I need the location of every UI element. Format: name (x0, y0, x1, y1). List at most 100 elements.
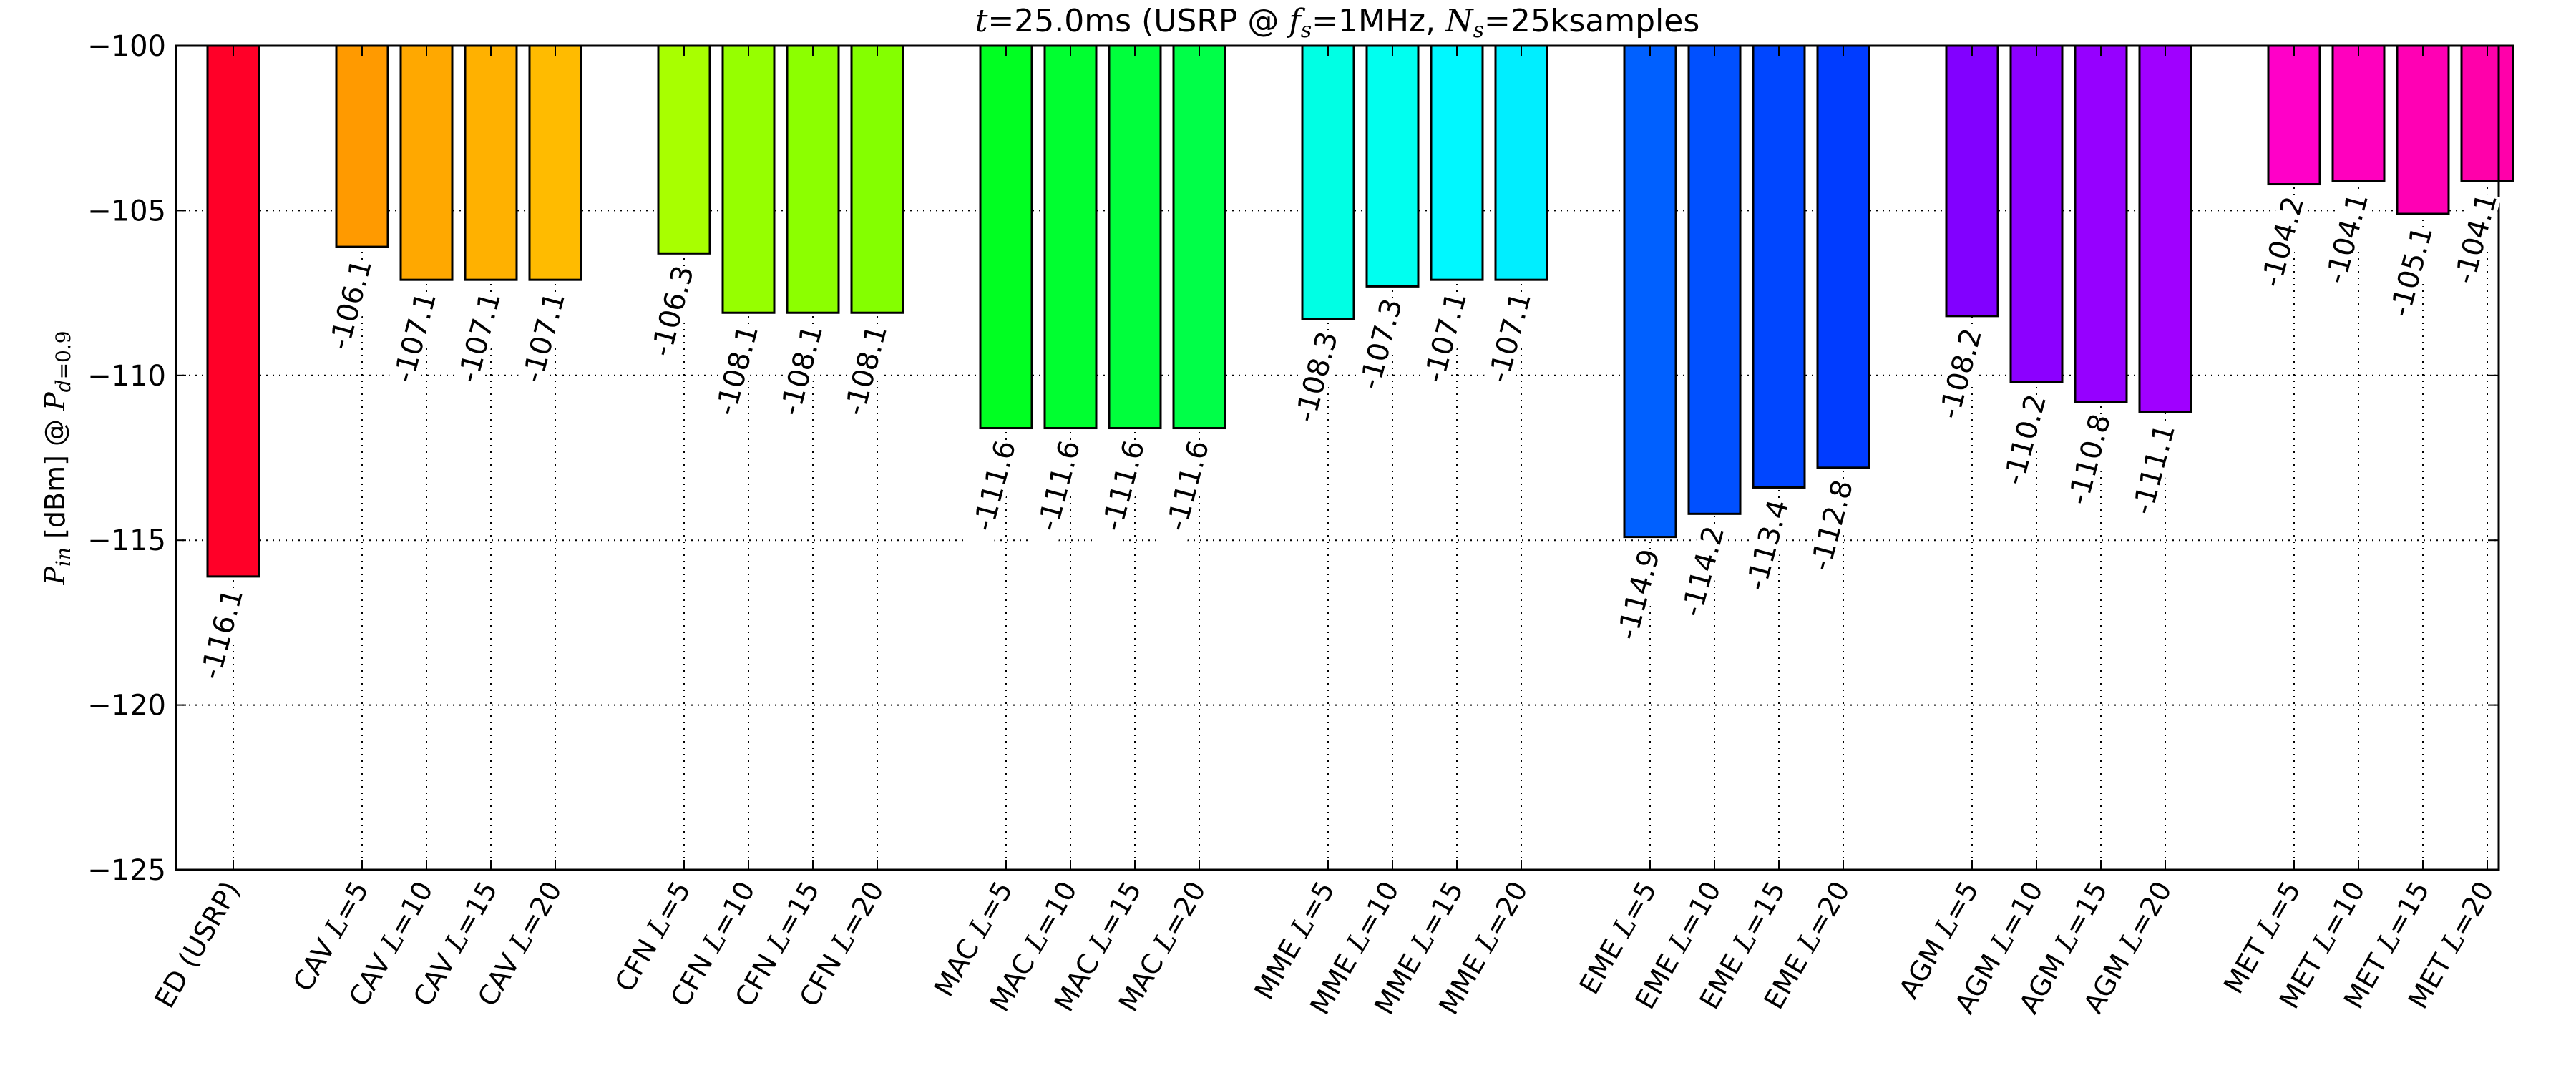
value-label-group: -107.1 (1415, 288, 1473, 401)
value-label: -111.6 (1031, 437, 1087, 534)
value-label: -106.3 (645, 263, 701, 360)
bar (1043, 44, 1098, 430)
value-label-bg (1608, 546, 1664, 657)
title-part: s (1301, 18, 1312, 43)
value-label: -104.2 (2255, 193, 2311, 290)
value-label-bg (706, 322, 763, 433)
value-label: -111.6 (967, 437, 1023, 534)
bar (1301, 44, 1355, 320)
ylabel-text: Pin [dBm] @ Pd=0.9 (39, 330, 75, 585)
value-label-group: -107.1 (384, 288, 443, 401)
value-label-bg (1737, 496, 1793, 608)
axes-frame (175, 44, 2500, 871)
value-label-group: -110.2 (1994, 391, 2053, 503)
value-label-bg (1093, 437, 1149, 549)
value-label: -108.3 (1289, 328, 1345, 426)
value-label-bg (1028, 437, 1085, 549)
value-label-group: -112.8 (1801, 476, 1860, 588)
title-part: ms (USRP @ (1084, 3, 1289, 39)
bar (1365, 44, 1420, 288)
value-label-group: -108.2 (1930, 325, 1989, 436)
value-label-group: -111.6 (1028, 437, 1087, 549)
value-label: -111.1 (2126, 421, 2182, 518)
title-part: MHz, (1358, 3, 1445, 39)
value-label-bg (449, 288, 505, 401)
value-label-bg (320, 255, 376, 368)
value-label-group: -108.1 (706, 322, 765, 433)
value-label-group: -107.1 (1479, 288, 1538, 401)
value-label-group: -116.1 (191, 585, 250, 697)
title-text: t=25.0ms (USRP @ fs=1MHz, Ns=25ksamples (975, 3, 1700, 43)
ylabel-rotate: Pin [dBm] @ Pd=0.9 (39, 330, 75, 585)
ylabel-part: P (39, 391, 71, 411)
value-label-group: -114.9 (1608, 546, 1667, 657)
value-label-group: -110.8 (2059, 411, 2117, 522)
cat-name: AGM (1893, 926, 1956, 1004)
bar (1752, 44, 1806, 489)
value-label: -107.3 (1353, 295, 1409, 393)
value-label-bg (964, 437, 1020, 549)
cat-name: AGM (1948, 941, 2011, 1019)
bar (2074, 44, 2128, 403)
value-label-bg (1479, 288, 1536, 401)
bar (1494, 44, 1548, 281)
bar (528, 44, 582, 281)
cat-name: MME (1368, 941, 1432, 1020)
title-part: s (1473, 18, 1484, 43)
value-label: -114.2 (1675, 523, 1731, 620)
bar (2138, 44, 2192, 413)
value-label-bg (1415, 288, 1471, 401)
value-label: -110.2 (1997, 391, 2053, 488)
title-part: =25.0 (987, 3, 1084, 39)
value-label: -107.1 (1418, 288, 1473, 386)
title-part: =25 (1484, 3, 1551, 39)
ylabel-part: =0.9 (52, 330, 75, 379)
cat-name: MAC (1048, 941, 1110, 1017)
value-label-group: -104.1 (2316, 190, 2375, 301)
ylabel-part: in (52, 547, 75, 567)
value-label: -114.9 (1611, 546, 1667, 643)
value-label-bg (513, 288, 570, 401)
value-label-bg (835, 322, 892, 433)
title-part: ksamples (1551, 3, 1699, 39)
value-label: -108.1 (774, 322, 829, 419)
bar (2460, 44, 2514, 182)
x-tick-label-group: ED (USRP) (149, 876, 246, 1014)
value-label: -113.4 (1740, 496, 1795, 594)
x-tick-label: ED (USRP) (149, 876, 246, 1014)
ylabel-part: P (39, 566, 71, 586)
value-label: -112.8 (1804, 476, 1860, 574)
bar (1430, 44, 1484, 281)
y-tick-label: −125 (87, 854, 166, 887)
value-label-group: -113.4 (1737, 496, 1795, 608)
value-label-group: -107.3 (1350, 295, 1409, 407)
value-label-group: -106.1 (320, 255, 379, 368)
bar (1687, 44, 1742, 515)
value-label-group: -105.1 (2381, 222, 2439, 335)
title-part: t (975, 3, 988, 39)
value-label-bg (2445, 190, 2502, 301)
value-label-group: -108.1 (771, 322, 829, 433)
bar (399, 44, 454, 281)
bar (1945, 44, 1999, 318)
cat-name: MME (1248, 926, 1312, 1005)
value-label-group: -111.1 (2123, 421, 2182, 532)
ylabel-part: d (52, 379, 75, 392)
value-label-group: -104.1 (2445, 190, 2504, 301)
value-label-bg (2059, 411, 2115, 522)
bar (2331, 44, 2386, 182)
value-label: -110.8 (2062, 411, 2117, 508)
bar (464, 44, 518, 281)
y-tick-label: −100 (87, 30, 166, 63)
ylabel-part: [dBm] @ (39, 411, 71, 547)
bar (1172, 44, 1226, 430)
bar (721, 44, 776, 314)
value-label-bg (2316, 190, 2373, 301)
bars (206, 44, 2514, 578)
chart-title: t=25.0ms (USRP @ fs=1MHz, Ns=25ksamples (975, 3, 1700, 43)
cat-name: MAC (1113, 941, 1174, 1017)
bar (335, 44, 389, 248)
value-label-bg (1801, 476, 1858, 588)
cat-name: MME (1304, 941, 1367, 1020)
